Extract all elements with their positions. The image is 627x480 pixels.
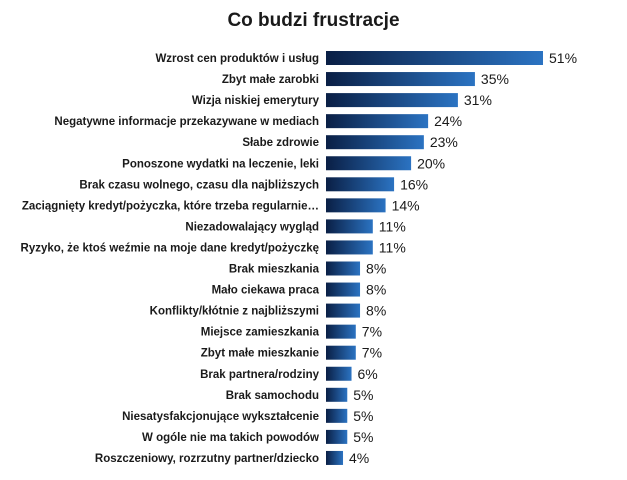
bar [326,450,344,465]
category-label: Roszczeniowy, rozrzutny partner/dziecko [95,453,319,465]
bar [326,324,356,339]
category-label: Niesatysfakcjonujące wykształcenie [122,411,319,423]
bar [326,408,348,423]
bar [326,114,429,129]
bar [326,177,395,192]
category-label: Konflikty/kłótnie z najbliższymi [150,306,319,318]
category-label: Wizja niskiej emerytury [192,95,320,107]
category-label: Brak czasu wolnego, czasu dla najbliższy… [79,179,319,191]
value-label: 11% [379,239,406,255]
category-label: Zbyt małe zarobki [222,74,319,86]
category-label: Słabe zdrowie [242,137,319,149]
category-label: Brak mieszkania [229,264,320,276]
bar [326,261,361,276]
category-label: Brak samochodu [226,390,319,402]
value-label: 6% [358,366,378,382]
category-label: Niezadowalający wygląd [185,221,319,233]
category-labels: Wzrost cen produktów i usług Zbyt małe za… [21,53,320,465]
value-label: 5% [353,429,373,445]
value-label: 11% [379,218,406,234]
chart-title: Co budzi frustracje [227,10,400,31]
value-label: 8% [366,303,386,319]
bar [326,366,352,381]
bar [326,345,356,360]
value-label: 51% [549,50,577,66]
category-label: Brak partnera/rodziny [200,369,319,381]
category-label: Negatywne informacje przekazywane w medi… [54,116,319,128]
value-label: 8% [366,282,386,298]
value-label: 20% [417,155,445,171]
bar [326,51,543,65]
category-label: Wzrost cen produktów i usług [155,53,319,65]
bar [326,93,458,108]
value-label: 24% [434,113,462,129]
value-label: 7% [362,324,382,340]
value-label: 31% [464,92,492,108]
value-label: 5% [353,387,373,403]
category-label: Ponoszone wydatki na leczenie, leki [122,158,319,170]
value-label: 4% [349,450,369,466]
value-label: 14% [392,197,420,213]
bar [326,303,361,318]
bar [326,387,348,402]
bar [326,198,386,213]
bar [326,156,412,171]
value-label: 5% [353,408,373,424]
value-label: 35% [481,71,509,87]
bar [326,282,361,297]
bar [326,219,373,234]
bar [326,240,373,255]
value-label: 16% [400,176,428,192]
value-label: 7% [362,345,382,361]
category-label: Mało ciekawa praca [212,285,320,297]
category-label: Miejsce zamieszkania [201,327,320,339]
category-label: Zaciągnięty kredyt/pożyczka, które trzeb… [22,200,319,212]
bar [326,72,475,87]
category-label: Ryzyko, że ktoś weźmie na moje dane kred… [21,242,319,254]
category-label: W ogóle nie ma takich powodów [142,432,319,444]
bar [326,429,348,444]
value-labels: 51% 35% 31%24% 23% 20% 16% 14% 11% 11% 8% 8% 8% 7% 7%… [349,50,577,466]
bar [326,135,424,150]
bars [326,51,543,465]
category-label: Zbyt małe mieszkanie [201,348,319,360]
value-label: 8% [366,261,386,277]
value-label: 23% [430,134,458,150]
